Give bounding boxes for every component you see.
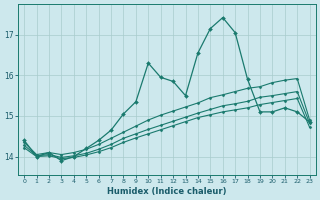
X-axis label: Humidex (Indice chaleur): Humidex (Indice chaleur)	[107, 187, 227, 196]
